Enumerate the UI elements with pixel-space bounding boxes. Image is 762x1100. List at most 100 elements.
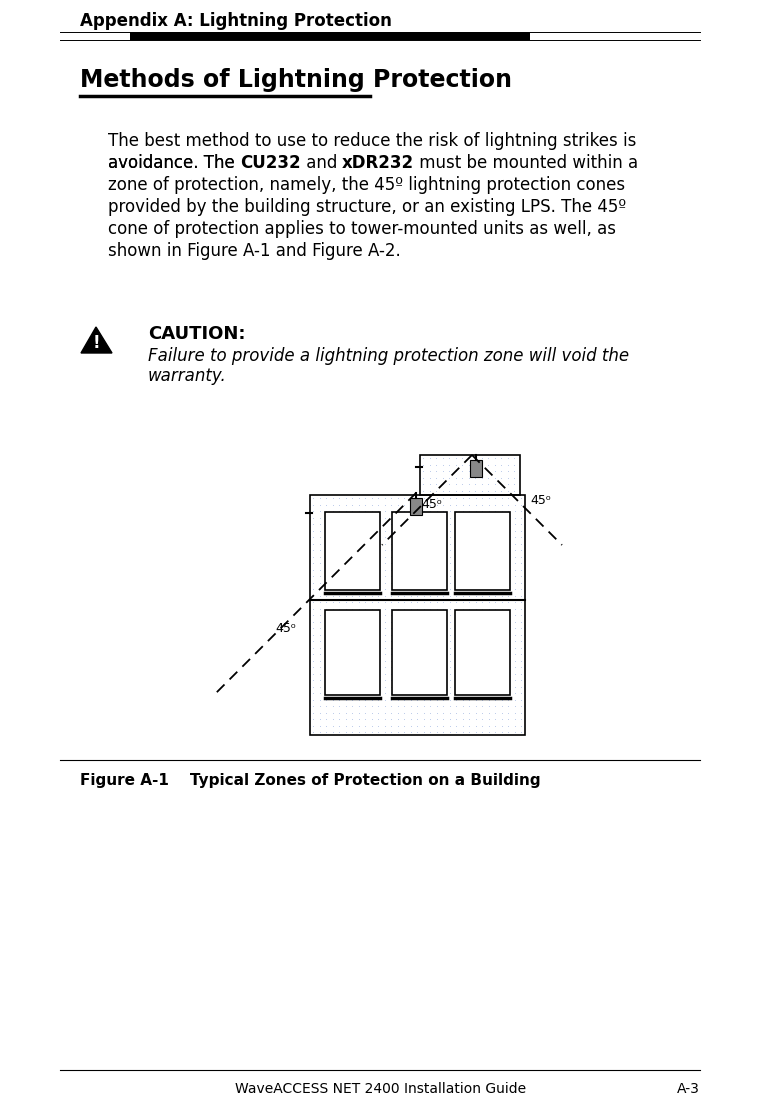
- Point: [385, 711, 397, 728]
- Point: [476, 554, 488, 572]
- Point: [502, 568, 514, 585]
- Point: [418, 594, 430, 612]
- Point: [515, 724, 527, 741]
- Point: [399, 587, 411, 605]
- Point: [359, 496, 371, 514]
- Point: [366, 496, 378, 514]
- Point: [353, 606, 365, 624]
- Point: [399, 600, 411, 617]
- Point: [307, 587, 319, 605]
- Point: [392, 594, 404, 612]
- Point: [340, 724, 352, 741]
- Point: [443, 496, 456, 514]
- Point: [405, 664, 417, 682]
- Point: [431, 632, 443, 650]
- Point: [495, 659, 507, 676]
- Point: [399, 561, 411, 579]
- Point: [366, 684, 378, 702]
- Point: [424, 528, 437, 546]
- Point: [431, 490, 443, 507]
- Point: [469, 574, 482, 592]
- Point: [509, 711, 521, 728]
- Point: [456, 600, 469, 617]
- Point: [424, 509, 437, 527]
- Point: [495, 462, 507, 480]
- Point: [366, 606, 378, 624]
- Point: [482, 455, 495, 473]
- Point: [314, 522, 326, 540]
- Point: [353, 724, 365, 741]
- Point: [340, 554, 352, 572]
- Point: [443, 639, 456, 657]
- Point: [456, 522, 469, 540]
- Point: [353, 626, 365, 644]
- Point: [476, 613, 488, 630]
- Point: [437, 475, 449, 493]
- Point: [320, 600, 332, 617]
- Point: [418, 724, 430, 741]
- Point: [456, 606, 469, 624]
- Point: [340, 691, 352, 708]
- Point: [469, 535, 482, 552]
- Point: [405, 606, 417, 624]
- Point: [437, 684, 450, 702]
- Point: [366, 704, 378, 722]
- Point: [437, 455, 449, 473]
- Point: [399, 626, 411, 644]
- Point: [385, 639, 397, 657]
- Point: [359, 503, 371, 520]
- Point: [327, 606, 339, 624]
- Point: [495, 711, 507, 728]
- Point: [372, 626, 384, 644]
- Point: [392, 516, 404, 534]
- Point: [417, 450, 429, 468]
- Point: [346, 581, 358, 598]
- Point: [456, 490, 469, 507]
- Point: [359, 632, 371, 650]
- Point: [463, 482, 475, 499]
- Point: [314, 496, 326, 514]
- Point: [456, 652, 469, 670]
- Point: [424, 711, 437, 728]
- Point: [482, 462, 495, 480]
- Point: [314, 587, 326, 605]
- Point: [482, 548, 495, 565]
- Point: [399, 646, 411, 663]
- Point: [392, 535, 404, 552]
- Point: [359, 490, 371, 507]
- Point: [489, 516, 501, 534]
- Point: [482, 717, 495, 735]
- Point: [340, 548, 352, 565]
- Point: [489, 626, 501, 644]
- Point: [353, 581, 365, 598]
- Point: [314, 671, 326, 689]
- Point: [437, 548, 450, 565]
- Point: [495, 522, 507, 540]
- Point: [392, 528, 404, 546]
- Point: [450, 455, 462, 473]
- Point: [333, 490, 345, 507]
- Point: [476, 632, 488, 650]
- Point: [379, 691, 391, 708]
- Point: [502, 561, 514, 579]
- Point: [405, 652, 417, 670]
- Point: [489, 490, 501, 507]
- Point: [424, 450, 436, 468]
- Point: [392, 619, 404, 637]
- Point: [379, 659, 391, 676]
- Point: [359, 548, 371, 565]
- Point: [437, 717, 450, 735]
- Point: [509, 632, 521, 650]
- Point: [431, 509, 443, 527]
- Point: [475, 455, 488, 473]
- Point: [385, 522, 397, 540]
- Point: [450, 691, 463, 708]
- Point: [495, 516, 507, 534]
- Point: [307, 691, 319, 708]
- Point: [333, 496, 345, 514]
- Point: [450, 600, 463, 617]
- Point: [495, 450, 507, 468]
- Point: [469, 600, 482, 617]
- Point: [399, 594, 411, 612]
- Point: [385, 541, 397, 559]
